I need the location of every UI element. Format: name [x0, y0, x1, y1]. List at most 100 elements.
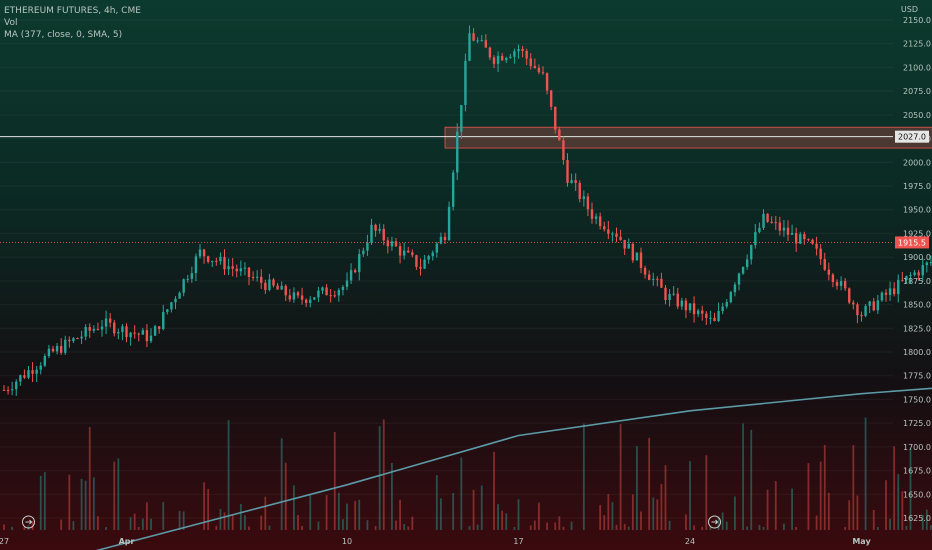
candle-body [153, 326, 157, 336]
candle-body [525, 50, 528, 59]
volume-legend[interactable]: Vol [4, 18, 18, 28]
candle-body [190, 273, 194, 279]
volume-bar [640, 511, 642, 530]
candle-body [402, 250, 406, 256]
candle-body [202, 249, 206, 257]
volume-bar [783, 523, 785, 530]
resistance-price-badge [895, 130, 929, 143]
candle-body [178, 292, 181, 299]
candle-body [419, 266, 422, 269]
candle-body [96, 328, 100, 330]
candle-body [255, 276, 259, 278]
volume-bar [538, 502, 540, 530]
candle-body [509, 56, 512, 58]
time-axis[interactable]: 27Apr101724May81522Jun121926Jul10 [0, 537, 932, 546]
price-tick-label: 1825.0 [903, 324, 931, 333]
volume-bar [260, 515, 263, 530]
candle-body [574, 180, 577, 183]
volume-bar [84, 480, 87, 530]
candle-body [264, 282, 267, 290]
price-tick-label: 1700.0 [903, 443, 931, 452]
volume-bar [284, 462, 287, 530]
candle-body [304, 299, 308, 303]
candle-body [717, 311, 720, 322]
volume-bar [215, 525, 218, 530]
candle-body [272, 279, 275, 286]
volume-bar [452, 493, 455, 530]
candle-body [447, 206, 451, 241]
candle-body [451, 172, 455, 207]
candle-body [794, 233, 798, 244]
volume-bar [856, 495, 859, 530]
candle-body [19, 375, 22, 382]
candle-body [325, 287, 328, 296]
candle-body [145, 330, 149, 342]
candle-body [672, 293, 675, 295]
resistance-zone[interactable] [444, 126, 932, 149]
candle-body [415, 255, 418, 267]
candle-body [562, 140, 565, 160]
volume-bar [68, 474, 71, 530]
candle-body [880, 292, 884, 301]
candles [2, 25, 932, 396]
symbol-title[interactable]: ETHEREUM FUTURES, 4h, CME [4, 6, 141, 16]
candle-body [660, 278, 663, 288]
ma-legend[interactable]: MA (377, close, 0, SMA, 5) [4, 30, 123, 40]
candle-body [439, 236, 443, 244]
candle-body [108, 318, 112, 323]
volume-bar [133, 513, 136, 530]
candle-body [762, 213, 765, 228]
candle-body [737, 273, 741, 285]
moving-average-group [95, 387, 932, 550]
candle-body [398, 246, 402, 256]
volume-bar [23, 527, 26, 530]
candle-body [754, 232, 757, 246]
candle-body [239, 268, 243, 272]
volume-bar [848, 500, 851, 530]
candle-body [484, 40, 488, 48]
volume-bar [889, 518, 891, 530]
volume-bar [717, 516, 720, 530]
candle-body [390, 241, 394, 247]
candle-body [386, 240, 390, 247]
candle-body [782, 227, 786, 231]
candle-body [129, 332, 132, 338]
candle-body [611, 233, 614, 235]
volume-bar [627, 526, 630, 530]
candle-body [684, 300, 688, 311]
candle-body [247, 267, 251, 277]
candle-body [284, 285, 287, 296]
event-markers[interactable] [22, 515, 932, 529]
price-badges: 2027.0 1915.5 [895, 130, 929, 249]
volume-bar [921, 514, 924, 530]
volume-bar [105, 526, 107, 530]
volume-bar [440, 498, 442, 530]
volume-bar [876, 526, 879, 530]
volume-bar [582, 423, 585, 530]
candle-body [639, 252, 643, 268]
volume-bar [162, 501, 165, 530]
volume-bar [615, 524, 618, 530]
candle-body [162, 312, 165, 330]
candle-body [468, 33, 471, 61]
candle-body [819, 248, 822, 260]
candle-body [635, 252, 639, 261]
volume-bar [766, 489, 769, 530]
candle-body [337, 290, 341, 296]
moving-average-line [95, 387, 932, 550]
volume-bar [660, 484, 663, 530]
candle-body [472, 33, 475, 41]
price-tick-label: 1625.0 [903, 514, 931, 523]
candle-body [43, 356, 47, 366]
candle-body [790, 233, 794, 235]
candle-body [868, 301, 871, 306]
price-tick-label: 1800.0 [903, 348, 931, 357]
volume-bar [497, 504, 499, 530]
candle-body [856, 304, 859, 316]
volume-bar [619, 424, 622, 530]
candle-body [843, 281, 847, 289]
volume-bar [721, 512, 724, 530]
candle-body [582, 196, 586, 200]
candle-body [803, 234, 806, 240]
